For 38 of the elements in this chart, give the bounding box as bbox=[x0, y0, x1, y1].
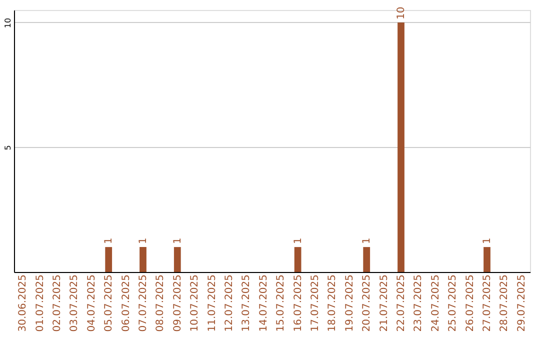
x-tick-label: 16.07.2025 bbox=[292, 274, 304, 332]
data-label: 10 bbox=[396, 6, 407, 20]
x-tick-label: 10.07.2025 bbox=[190, 274, 201, 332]
x-tick-label: 04.07.2025 bbox=[86, 274, 98, 332]
x-tick-label: 17.07.2025 bbox=[310, 274, 321, 332]
x-tick-label: 26.07.2025 bbox=[464, 274, 476, 332]
data-label: 1 bbox=[138, 238, 149, 244]
x-tick-label: 27.07.2025 bbox=[482, 274, 493, 332]
x-tick-label: 05.07.2025 bbox=[104, 274, 115, 332]
x-tick-label: 18.07.2025 bbox=[327, 274, 338, 332]
x-tick-label: 13.07.2025 bbox=[241, 274, 252, 332]
x-tick-label: 15.07.2025 bbox=[276, 274, 287, 332]
x-tick-label: 25.07.2025 bbox=[448, 274, 459, 332]
x-tick-label: 20.07.2025 bbox=[362, 274, 373, 332]
x-tick-label: 08.07.2025 bbox=[155, 274, 166, 332]
data-label: 1 bbox=[292, 238, 304, 244]
x-tick-label: 09.07.2025 bbox=[172, 274, 184, 332]
x-tick-label: 02.07.2025 bbox=[52, 274, 63, 332]
x-tick-label: 11.07.2025 bbox=[206, 274, 218, 332]
x-tick-label: 03.07.2025 bbox=[69, 274, 80, 332]
data-label: 1 bbox=[362, 238, 373, 244]
x-tick-label: 22.07.2025 bbox=[396, 274, 407, 332]
x-tick-label: 21.07.2025 bbox=[378, 274, 390, 332]
x-tick-label: 23.07.2025 bbox=[413, 274, 424, 332]
x-tick-label: 30.06.2025 bbox=[18, 274, 29, 332]
x-tick-label: 29.07.2025 bbox=[516, 274, 528, 332]
data-label: 1 bbox=[172, 238, 184, 244]
x-tick-label: 07.07.2025 bbox=[138, 274, 149, 332]
x-tick-label: 06.07.2025 bbox=[120, 274, 132, 332]
x-tick-label: 28.07.2025 bbox=[499, 274, 510, 332]
y-tick-label: 5 bbox=[4, 145, 12, 150]
x-tick-label: 12.07.2025 bbox=[224, 274, 235, 332]
x-tick-label: 14.07.2025 bbox=[258, 274, 270, 332]
x-tick-label: 19.07.2025 bbox=[344, 274, 356, 332]
data-label: 1 bbox=[104, 238, 115, 244]
x-tick-label: 24.07.2025 bbox=[430, 274, 442, 332]
data-label: 1 bbox=[482, 238, 493, 244]
x-tick-label: 01.07.2025 bbox=[34, 274, 46, 332]
